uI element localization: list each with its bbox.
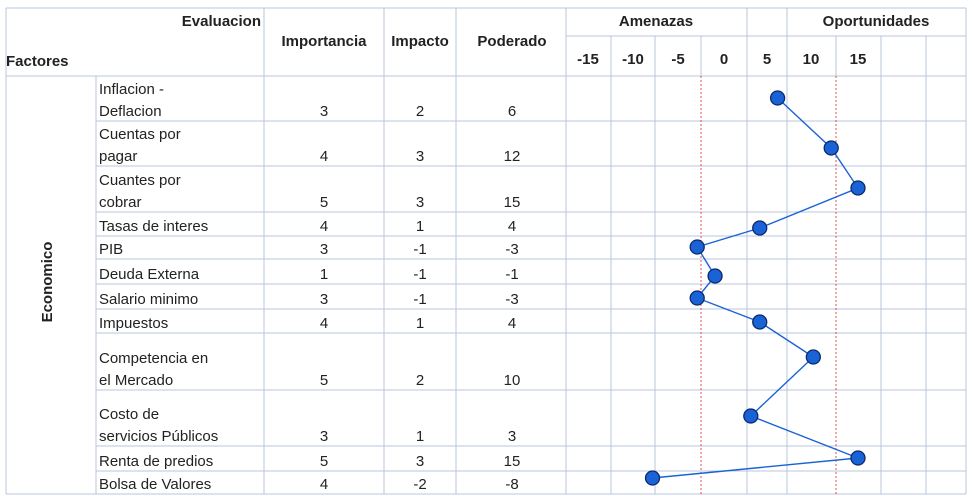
cell-poderado: -3 (505, 291, 518, 308)
factor-label: Competencia en (99, 350, 208, 367)
cell-importancia: 3 (320, 103, 328, 120)
cell-impacto: 2 (416, 372, 424, 389)
data-point (743, 408, 759, 424)
cell-impacto: 1 (416, 218, 424, 235)
cell-impacto: -2 (413, 476, 426, 493)
factor-label: pagar (99, 148, 137, 165)
factor-label: Costo de (99, 406, 159, 423)
scale-tick-label: 5 (763, 51, 771, 68)
cell-poderado: 10 (504, 372, 521, 389)
data-point (644, 470, 661, 486)
cell-importancia: 4 (320, 476, 328, 493)
cell-impacto: 1 (416, 428, 424, 445)
cell-poderado: -8 (505, 476, 518, 493)
header-evaluacion: Evaluacion (182, 13, 261, 30)
cell-impacto: -1 (413, 266, 426, 283)
cell-impacto: -1 (413, 291, 426, 308)
header-impacto: Impacto (391, 33, 449, 50)
factor-label: Deuda Externa (99, 266, 200, 283)
table-rows: Inflacion - Deflacion 3 2 6 Cuentas por pagar 4… (99, 81, 520, 493)
cell-importancia: 3 (320, 291, 328, 308)
factor-label: Deflacion (99, 103, 162, 120)
data-point (689, 239, 705, 255)
factor-label: Impuestos (99, 315, 168, 332)
scale-tick-label: -15 (577, 51, 599, 68)
factor-label: Cuentas por (99, 126, 181, 143)
factor-label: servicios Públicos (99, 428, 218, 445)
cell-impacto: 3 (416, 194, 424, 211)
cell-importancia: 3 (320, 241, 328, 258)
cell-impacto: 3 (416, 453, 424, 470)
plot-area (644, 90, 866, 486)
header-amenazas: Amenazas (619, 13, 693, 30)
factor-label: Tasas de interes (99, 218, 208, 235)
scale-tick-label: 15 (850, 51, 867, 68)
cell-poderado: 15 (504, 453, 521, 470)
header-importancia: Importancia (281, 33, 367, 50)
data-point (850, 180, 866, 196)
factor-label: Renta de predios (99, 453, 213, 470)
scale-tick-label: -5 (671, 51, 684, 68)
series-line (652, 97, 860, 479)
scale-tick-label: 10 (803, 51, 820, 68)
data-point (752, 220, 768, 236)
cell-impacto: -1 (413, 241, 426, 258)
data-point (689, 290, 705, 306)
cell-poderado: 6 (508, 103, 516, 120)
factor-label: cobrar (99, 194, 142, 211)
cell-poderado: 15 (504, 194, 521, 211)
cell-importancia: 3 (320, 428, 328, 445)
header-poderado: Poderado (477, 33, 546, 50)
cell-importancia: 5 (320, 194, 328, 211)
data-point (805, 349, 821, 365)
cell-poderado: 12 (504, 148, 521, 165)
cell-importancia: 5 (320, 453, 328, 470)
factor-label: Inflacion - (99, 81, 164, 98)
scale-labels: -15 -10 -5 0 5 10 15 (577, 51, 866, 68)
data-point (752, 314, 768, 330)
group-label-economico: Economico (39, 242, 56, 323)
cell-poderado: 4 (508, 315, 516, 332)
cell-importancia: 4 (320, 315, 328, 332)
cell-impacto: 1 (416, 315, 424, 332)
factor-label: Bolsa de Valores (99, 476, 211, 493)
scale-tick-label: 0 (720, 51, 728, 68)
table-grid (5, 7, 967, 495)
factor-label: el Mercado (99, 372, 173, 389)
cell-importancia: 4 (320, 148, 328, 165)
data-point (823, 140, 839, 156)
cell-importancia: 5 (320, 372, 328, 389)
cell-poderado: 4 (508, 218, 516, 235)
data-point (769, 90, 786, 106)
cell-poderado: 3 (508, 428, 516, 445)
cell-poderado: -3 (505, 241, 518, 258)
factor-label: Salario minimo (99, 291, 198, 308)
data-point (707, 268, 723, 284)
cell-importancia: 1 (320, 266, 328, 283)
data-point (850, 450, 866, 466)
factor-label: PIB (99, 241, 123, 258)
factor-label: Cuantes por (99, 172, 181, 189)
header-factores: Factores (6, 53, 69, 70)
cell-importancia: 4 (320, 218, 328, 235)
cell-poderado: -1 (505, 266, 518, 283)
scale-tick-label: -10 (622, 51, 644, 68)
cell-impacto: 3 (416, 148, 424, 165)
header-oportunidades: Oportunidades (823, 13, 930, 30)
cell-impacto: 2 (416, 103, 424, 120)
